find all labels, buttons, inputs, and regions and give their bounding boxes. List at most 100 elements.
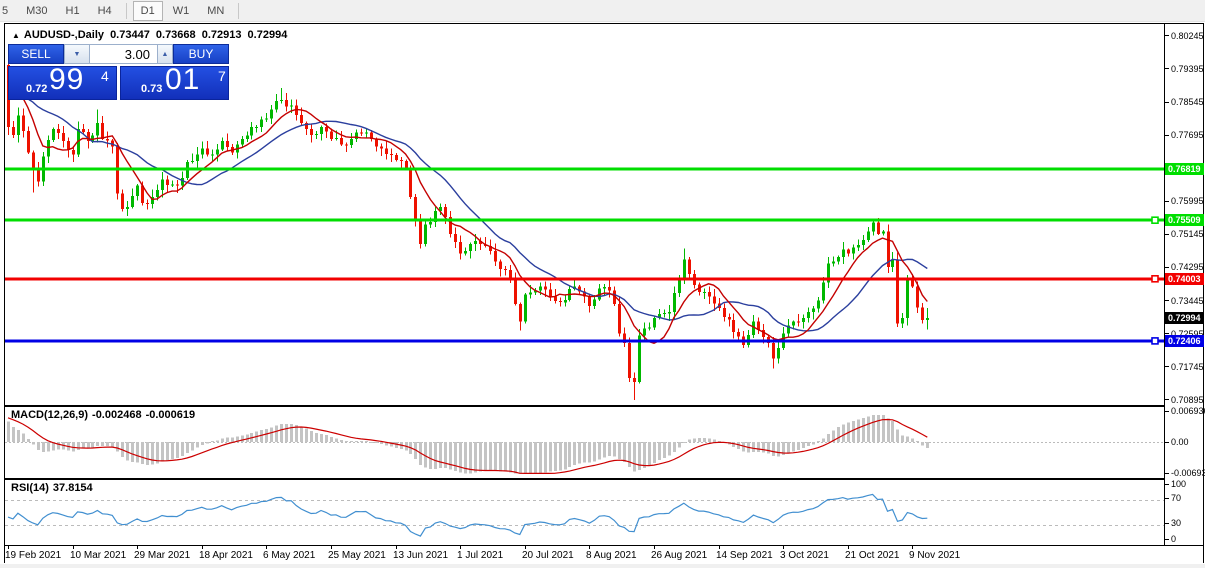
price-tick-mark bbox=[1165, 233, 1169, 235]
macd-tick-mark bbox=[1165, 472, 1169, 474]
macd-signal-value: -0.000619 bbox=[145, 409, 196, 421]
ma-slow-line[interactable] bbox=[7, 94, 928, 332]
timeframe-button-mn[interactable]: MN bbox=[199, 1, 232, 21]
macd-tick-label: 0.00 bbox=[1171, 437, 1189, 447]
sell-price-sup: 4 bbox=[101, 68, 109, 84]
price-chart-panel[interactable] bbox=[5, 24, 1164, 405]
price-tick-mark bbox=[1165, 101, 1169, 103]
hline-support-blue[interactable] bbox=[5, 339, 1164, 343]
symbol-name: AUDUSD-,Daily bbox=[23, 29, 104, 41]
macd-tick-label: 0.006936 bbox=[1171, 406, 1205, 416]
hline-resistance-upper[interactable] bbox=[5, 167, 1164, 171]
volume-input[interactable] bbox=[90, 44, 157, 64]
ohlc-open: 0.73447 bbox=[110, 29, 150, 41]
rsi-indicator-panel[interactable]: RSI(14) 37.8154 bbox=[5, 480, 1164, 545]
price-tick-mark bbox=[1165, 35, 1169, 37]
price-tick-mark bbox=[1165, 399, 1169, 401]
price-tick-label: 0.80245 bbox=[1171, 30, 1204, 41]
rsi-line bbox=[7, 493, 928, 537]
panel-divider[interactable] bbox=[5, 405, 1164, 407]
date-tick-label: 20 Jul 2021 bbox=[522, 550, 574, 561]
time-axis: 19 Feb 2021 10 Mar 2021 29 Mar 2021 18 Apr … bbox=[5, 546, 1203, 563]
price-tick-label: 0.75995 bbox=[1171, 196, 1204, 207]
hline-pivot-red[interactable] bbox=[5, 277, 1164, 281]
one-click-trading-panel: SELL ▼ ▲ BUY 0.72 99 4 0.73 01 7 bbox=[8, 44, 229, 100]
hline-anchor-pivot-red[interactable] bbox=[1151, 275, 1159, 283]
date-tick-mark bbox=[848, 546, 849, 549]
chart-window[interactable]: ▲ AUDUSD-,Daily 0.73447 0.73668 0.72913 0… bbox=[4, 23, 1205, 563]
date-tick-label: 29 Mar 2021 bbox=[134, 550, 191, 561]
panel-divider[interactable] bbox=[5, 478, 1164, 480]
buy-price-display[interactable]: 0.73 01 7 bbox=[120, 66, 229, 100]
timeframe-button-5[interactable]: 5 bbox=[0, 1, 16, 21]
date-tick-mark bbox=[589, 546, 590, 549]
price-label-support-blue: 0.72406 bbox=[1165, 334, 1204, 347]
rsi-tick-label: 30 bbox=[1171, 518, 1182, 528]
price-tick-mark bbox=[1165, 266, 1169, 268]
timeframe-toolbar: 5 M30 H1 H4 D1 W1 MN bbox=[0, 0, 1205, 22]
timeframe-button-h4[interactable]: H4 bbox=[90, 1, 120, 21]
rsi-value: 37.8154 bbox=[52, 482, 93, 494]
rsi-label: RSI(14) 37.8154 bbox=[11, 482, 93, 494]
date-tick-label: 19 Feb 2021 bbox=[5, 550, 62, 561]
macd-main-value: -0.002468 bbox=[92, 409, 142, 421]
price-tick-mark bbox=[1165, 134, 1169, 136]
toolbar-separator bbox=[125, 2, 127, 19]
timeframe-button-h1[interactable]: H1 bbox=[58, 1, 88, 21]
buy-price-sup: 7 bbox=[218, 68, 226, 84]
date-tick-label: 13 Jun 2021 bbox=[393, 550, 449, 561]
sell-price-prefix: 0.72 bbox=[26, 83, 48, 95]
chart-title: ▲ AUDUSD-,Daily 0.73447 0.73668 0.72913 0… bbox=[12, 29, 290, 41]
timeframe-button-m30[interactable]: M30 bbox=[18, 1, 55, 21]
date-tick-mark bbox=[202, 546, 203, 549]
price-tick-label: 0.78545 bbox=[1171, 97, 1204, 108]
date-tick-label: 3 Oct 2021 bbox=[780, 550, 829, 561]
rsi-tick-label: 70 bbox=[1171, 493, 1182, 503]
ohlc-close: 0.72994 bbox=[247, 29, 288, 41]
hline-anchor-resistance-lower[interactable] bbox=[1151, 216, 1159, 224]
macd-indicator-panel[interactable]: MACD(12,26,9) -0.002468 -0.000619 bbox=[5, 407, 1164, 478]
date-tick-label: 25 May 2021 bbox=[328, 550, 386, 561]
candlestick-chart[interactable] bbox=[5, 24, 1164, 405]
price-tick-label: 0.79395 bbox=[1171, 63, 1204, 74]
date-tick-mark bbox=[266, 546, 267, 549]
price-axis: 0.80245 0.79395 0.78545 0.77695 0.75995 0.751… bbox=[1164, 24, 1205, 545]
price-tick-label: 0.72595 bbox=[1171, 328, 1204, 339]
date-tick-mark bbox=[783, 546, 784, 549]
date-tick-label: 21 Oct 2021 bbox=[845, 550, 900, 561]
sell-price-big: 99 bbox=[49, 66, 85, 96]
buy-button[interactable]: BUY bbox=[173, 44, 229, 64]
ma-fast-line[interactable] bbox=[7, 80, 928, 345]
rsi-tick-mark bbox=[1165, 483, 1169, 485]
price-tick-mark bbox=[1165, 333, 1169, 335]
date-tick-mark bbox=[137, 546, 138, 549]
price-tick-label: 0.75145 bbox=[1171, 229, 1204, 240]
timeframe-button-d1[interactable]: D1 bbox=[132, 0, 163, 21]
volume-decrease-button[interactable]: ▼ bbox=[64, 44, 90, 64]
date-tick-mark bbox=[912, 546, 913, 549]
price-label-pivot-red: 0.74003 bbox=[1165, 272, 1204, 285]
hline-anchor-support-blue[interactable] bbox=[1151, 337, 1159, 345]
sell-button[interactable]: SELL bbox=[8, 44, 64, 64]
volume-increase-button[interactable]: ▲ bbox=[157, 44, 173, 64]
date-tick-mark bbox=[719, 546, 720, 549]
timeframe-button-w1[interactable]: W1 bbox=[165, 1, 198, 21]
ohlc-high: 0.73668 bbox=[155, 29, 196, 41]
macd-tick-label: -0.006936 bbox=[1171, 468, 1205, 478]
hline-resistance-lower[interactable] bbox=[5, 218, 1164, 222]
date-tick-mark bbox=[460, 546, 461, 549]
macd-histogram bbox=[7, 414, 929, 474]
rsi-tick-label: 0 bbox=[1171, 534, 1177, 544]
symbol-marker-icon: ▲ bbox=[12, 31, 20, 40]
ohlc-low: 0.72913 bbox=[201, 29, 242, 41]
date-tick-label: 26 Aug 2021 bbox=[651, 550, 708, 561]
price-tick-label: 0.73445 bbox=[1171, 295, 1204, 306]
macd-signal-line bbox=[7, 417, 928, 474]
date-tick-label: 1 Jul 2021 bbox=[457, 550, 504, 561]
rsi-tick-mark bbox=[1165, 538, 1169, 540]
macd-tick-mark bbox=[1165, 410, 1169, 412]
sell-price-display[interactable]: 0.72 99 4 bbox=[8, 66, 117, 100]
price-tick-label: 0.77695 bbox=[1171, 130, 1204, 141]
date-tick-mark bbox=[396, 546, 397, 549]
date-tick-label: 6 May 2021 bbox=[263, 550, 316, 561]
